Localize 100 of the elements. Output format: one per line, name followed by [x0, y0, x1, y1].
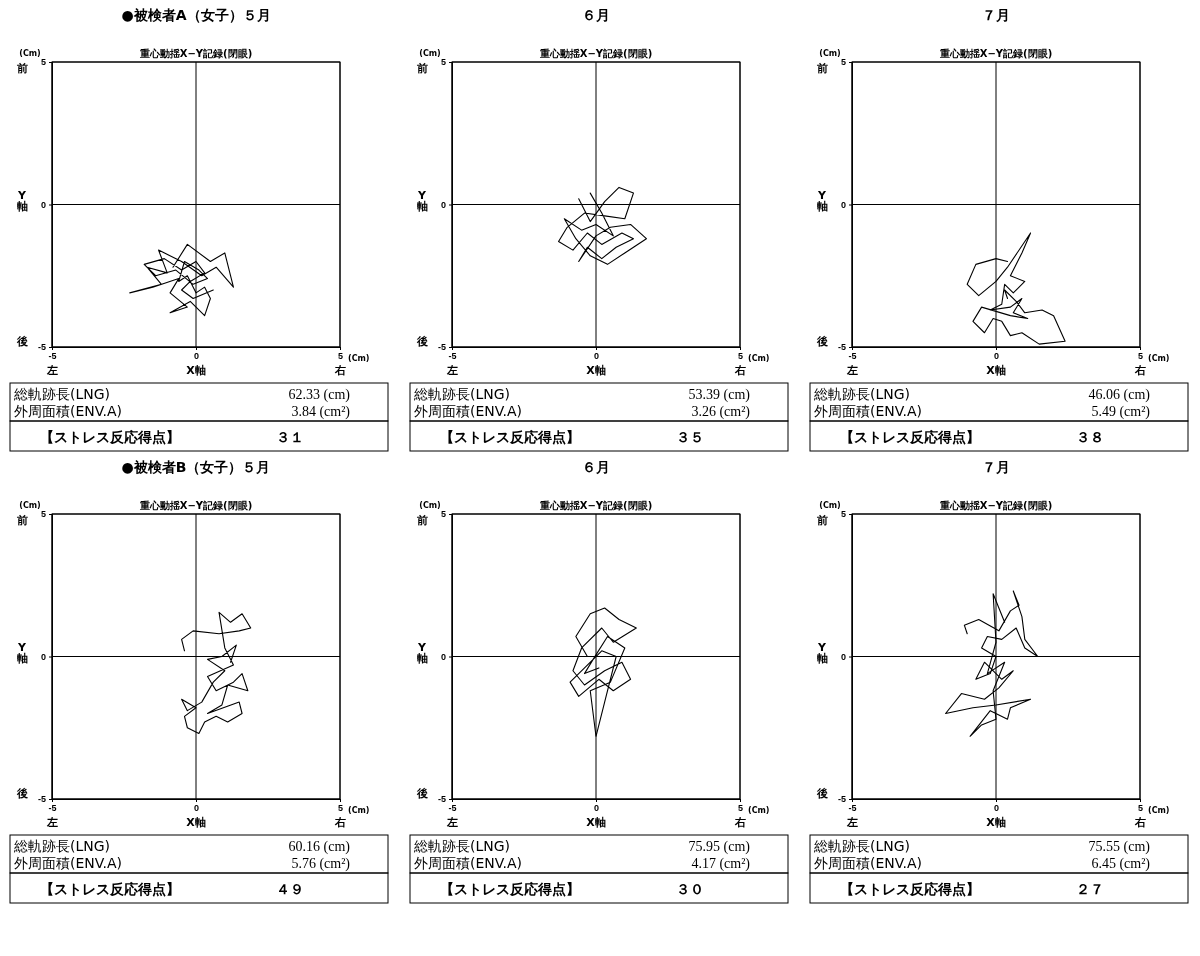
- chart-title: ６月: [582, 7, 610, 23]
- x-tick-label: 5: [737, 803, 744, 814]
- y-tick-label: -5: [37, 342, 46, 353]
- text: 総軌跡長(LNG): [813, 838, 911, 854]
- text: ４９: [276, 881, 304, 897]
- text: 53.39 (cm): [688, 387, 751, 403]
- y-tick-label: 0: [40, 199, 46, 210]
- text: (Cm): [819, 49, 841, 58]
- y-tick-label: -5: [437, 794, 446, 805]
- text: 【ストレス反応得点】: [440, 429, 580, 445]
- text: 5.49 (cm²): [1091, 404, 1151, 420]
- x-tick-label: 5: [337, 351, 344, 362]
- text: 4.17 (cm²): [691, 856, 751, 872]
- x-axis-title: X軸: [986, 816, 1006, 829]
- text: (Cm): [1148, 806, 1170, 815]
- text: 46.06 (cm): [1088, 387, 1151, 403]
- x-tick-label: -5: [448, 803, 457, 814]
- chart-subtitle: 重心動揺X−Y記録(閉眼): [938, 500, 1053, 511]
- text: 【ストレス反応得点】: [840, 429, 980, 445]
- text: 3.84 (cm²): [291, 404, 351, 420]
- chart-title: ６月: [582, 459, 610, 475]
- x-tick-label: 5: [1137, 803, 1144, 814]
- text: (Cm): [19, 501, 41, 510]
- text: 前: [15, 514, 28, 527]
- chart-subtitle: 重心動揺X−Y記録(閉眼): [938, 48, 1053, 59]
- x-axis-title: X軸: [586, 816, 606, 829]
- text: 右: [1133, 816, 1146, 829]
- x-tick-label: -5: [848, 351, 857, 362]
- x-tick-label: 0: [993, 351, 1000, 362]
- text: (Cm): [748, 806, 770, 815]
- chart-subtitle: 重心動揺X−Y記録(閉眼): [138, 500, 253, 511]
- x-tick-label: 0: [993, 803, 1000, 814]
- text: 【ストレス反応得点】: [40, 881, 180, 897]
- y-tick-label: -5: [37, 794, 46, 805]
- x-tick-label: 0: [193, 351, 200, 362]
- y-tick-label: 5: [40, 57, 46, 68]
- chart-subtitle: 重心動揺X−Y記録(閉眼): [538, 500, 653, 511]
- text: (Cm): [419, 49, 441, 58]
- text: ３０: [676, 881, 704, 897]
- text: 後: [15, 335, 28, 348]
- text: 外周面積(ENV.A): [14, 403, 123, 419]
- x-axis-title: X軸: [186, 364, 206, 377]
- text: 後: [15, 787, 28, 800]
- chart-title: ７月: [982, 7, 1010, 23]
- text: 外周面積(ENV.A): [814, 855, 923, 871]
- x-tick-label: 0: [593, 803, 600, 814]
- y-tick-label: 0: [440, 199, 446, 210]
- y-tick-label: 0: [440, 651, 446, 662]
- text: 6.45 (cm²): [1091, 856, 1151, 872]
- text: (Cm): [419, 501, 441, 510]
- chart-title: ●被検者A（女子）５月: [121, 7, 271, 23]
- text: (Cm): [1148, 354, 1170, 363]
- text: 3.26 (cm²): [691, 404, 751, 420]
- text: 前: [15, 62, 28, 75]
- text: 右: [733, 816, 746, 829]
- y-tick-label: 5: [40, 509, 46, 520]
- y-tick-label: 0: [840, 199, 846, 210]
- text: 75.55 (cm): [1088, 839, 1151, 855]
- text: 総軌跡長(LNG): [413, 838, 511, 854]
- text: 外周面積(ENV.A): [414, 855, 523, 871]
- y-tick-label: 5: [840, 57, 846, 68]
- text: (Cm): [19, 49, 41, 58]
- text: ２７: [1076, 881, 1104, 897]
- y-axis-title: Y軸: [15, 640, 28, 665]
- x-axis-title: X軸: [186, 816, 206, 829]
- text: 左: [445, 816, 458, 829]
- text: 左: [45, 364, 58, 377]
- text: ３５: [676, 429, 704, 445]
- y-tick-label: 5: [440, 57, 446, 68]
- y-axis-title: Y軸: [815, 640, 828, 665]
- text: 前: [415, 514, 428, 527]
- text: 60.16 (cm): [288, 839, 351, 855]
- y-axis-title: Y軸: [415, 640, 428, 665]
- text: 後: [815, 335, 828, 348]
- text: 総軌跡長(LNG): [813, 386, 911, 402]
- x-tick-label: -5: [448, 351, 457, 362]
- text: 右: [333, 364, 346, 377]
- y-tick-label: -5: [437, 342, 446, 353]
- text: 左: [45, 816, 58, 829]
- x-axis-title: X軸: [986, 364, 1006, 377]
- text: (Cm): [348, 806, 370, 815]
- x-tick-label: 5: [337, 803, 344, 814]
- text: 75.95 (cm): [688, 839, 751, 855]
- text: 総軌跡長(LNG): [13, 386, 111, 402]
- text: 総軌跡長(LNG): [413, 386, 511, 402]
- text: 外周面積(ENV.A): [414, 403, 523, 419]
- text: 外周面積(ENV.A): [14, 855, 123, 871]
- y-tick-label: 0: [840, 651, 846, 662]
- text: 右: [1133, 364, 1146, 377]
- text: (Cm): [348, 354, 370, 363]
- text: ３１: [276, 429, 304, 445]
- text: 右: [733, 364, 746, 377]
- x-axis-title: X軸: [586, 364, 606, 377]
- text: 前: [415, 62, 428, 75]
- text: 後: [815, 787, 828, 800]
- y-tick-label: 5: [440, 509, 446, 520]
- text: 総軌跡長(LNG): [13, 838, 111, 854]
- text: 外周面積(ENV.A): [814, 403, 923, 419]
- text: 5.76 (cm²): [291, 856, 351, 872]
- text: (Cm): [819, 501, 841, 510]
